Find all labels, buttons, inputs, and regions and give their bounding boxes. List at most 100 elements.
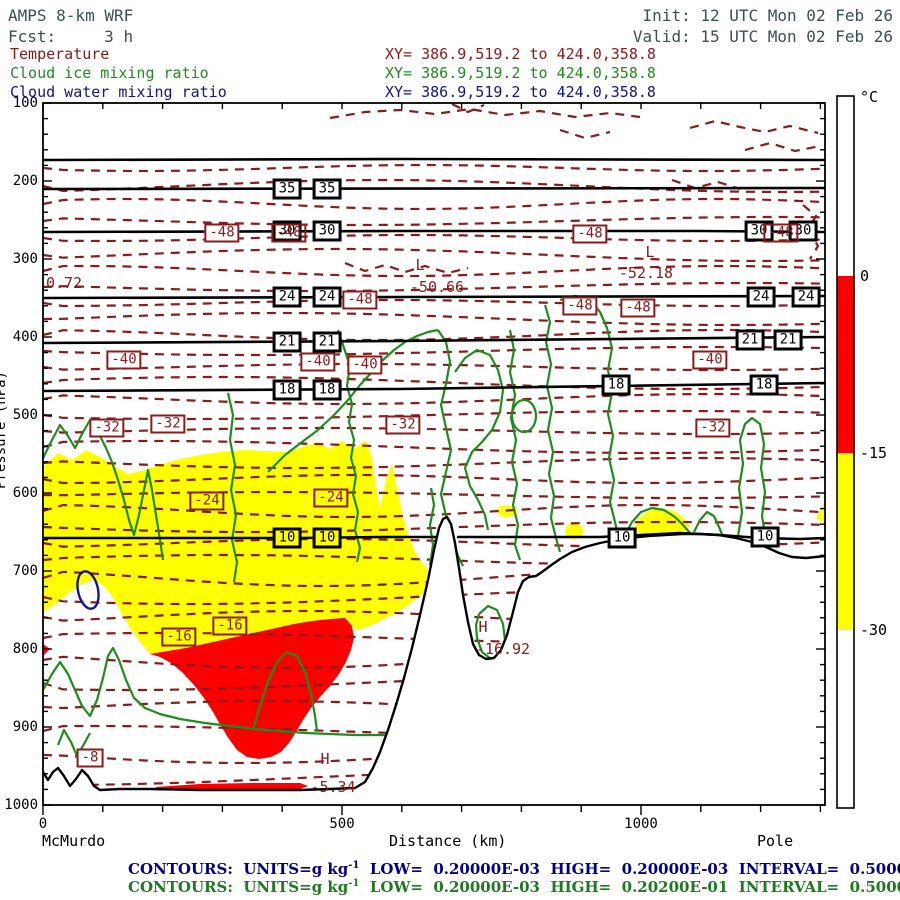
- y-tick-label: 900: [12, 719, 38, 735]
- wind-contour-label-box: 21: [272, 331, 302, 353]
- wind-contour-label-box: 24: [746, 286, 776, 308]
- colorbar-title: °C: [860, 88, 879, 106]
- temperature-contour-label-box: -16: [161, 627, 197, 647]
- temperature-contour-label-box: -24: [313, 488, 349, 508]
- terrain-mask: [43, 517, 825, 806]
- temperature-colorbar: [836, 95, 855, 809]
- temperature-contour-label-box: -32: [385, 415, 421, 435]
- fcst-value: 3 h: [104, 27, 134, 46]
- legend-cloud-ice-xy: XY= 386.9,519.2 to 424.0,358.8: [385, 64, 656, 82]
- temperature-contour-label-box: -24: [189, 491, 225, 511]
- wind-contour-label-box: 18: [272, 379, 302, 401]
- x-tick-label: 0: [38, 816, 48, 832]
- temperature-contour-label-box: -48: [620, 298, 656, 318]
- wind-contour-label-box: 18: [601, 374, 631, 396]
- contour-info-cloud-water: CONTOURS: UNITS=g kg-1 LOW= 0.20000E-03 …: [128, 860, 900, 878]
- temperature-contour-label-box: -48: [271, 223, 307, 243]
- temperature-contour-label-box: -40: [692, 350, 728, 370]
- temperature-contour-label-box: -48: [763, 223, 799, 243]
- x-endpoint-right: Pole: [757, 832, 794, 850]
- extrema-label: -16.92: [475, 640, 531, 658]
- temperature-contour-label-box: -32: [150, 414, 186, 434]
- temperature-contour-label-box: -48: [562, 296, 598, 316]
- wind-contour-label-box: 21: [773, 329, 803, 351]
- fcst-label: Fcst:: [8, 27, 57, 46]
- units-exponent: -1: [348, 878, 360, 889]
- temperature-contour-label-box: -40: [300, 352, 336, 372]
- temperature-contour-label-box: -40: [347, 355, 383, 375]
- y-tick-label: 800: [12, 641, 38, 657]
- y-tick-label: 400: [12, 329, 38, 345]
- init-time: Init: 12 UTC Mon 02 Feb 26: [642, 6, 893, 25]
- legend-cloud-ice: Cloud ice mixing ratio: [10, 64, 209, 82]
- extrema-label: H: [320, 750, 330, 768]
- interval-value: INTERVAL= 0.50000E-01: [738, 860, 900, 878]
- wind-contour-label-box: 24: [791, 286, 821, 308]
- wind-contour-label-box: 21: [735, 329, 765, 351]
- x-tick-label: 1000: [624, 816, 658, 832]
- extrema-label: 0.72: [45, 274, 83, 292]
- colorbar-tick-label: -30: [860, 621, 888, 639]
- x-tick-label: 500: [329, 816, 355, 832]
- temperature-contour-label-box: -16: [212, 616, 248, 636]
- extrema-label: -5.34: [310, 778, 356, 796]
- x-endpoint-left: McMurdo: [42, 832, 106, 850]
- temperature-contour-label-box: -48: [342, 290, 378, 310]
- colorbar-tick-label: 0: [860, 267, 870, 285]
- colorbar-tick-label: -15: [860, 444, 888, 462]
- high-value: HIGH= 0.20200E-01: [550, 878, 729, 896]
- legend-cloud-water: Cloud water mixing ratio: [10, 83, 227, 101]
- contour-info-cloud-ice: CONTOURS: UNITS=g kg-1 LOW= 0.20000E-03 …: [128, 878, 900, 896]
- wind-contour-label-box: 10: [272, 527, 302, 549]
- y-tick-label: 100: [12, 95, 38, 111]
- axes-frame: [42, 102, 826, 815]
- wind-contour-label-box: 24: [272, 286, 302, 308]
- wind-contour-label-box: 30: [788, 220, 818, 242]
- wind-contour-label-box: 30: [312, 220, 342, 242]
- temperature-contour-label-box: -32: [695, 418, 731, 438]
- legend-temperature: Temperature: [10, 45, 110, 63]
- temperature-contour-label-box: -48: [572, 224, 608, 244]
- extrema-label: -52.18: [618, 264, 674, 282]
- extrema-label: L: [415, 256, 425, 274]
- legend-temperature-xy: XY= 386.9,519.2 to 424.0,358.8: [385, 45, 656, 63]
- y-tick-label: 300: [12, 251, 38, 267]
- y-tick-label: 500: [12, 407, 38, 423]
- contours-label: CONTOURS:: [128, 860, 233, 878]
- wind-contour-label-box: 35: [272, 178, 302, 200]
- temperature-contour-label-box: -40: [106, 350, 142, 370]
- wind-contour-label-box: 35: [312, 178, 342, 200]
- cloud-water-contours: [76, 570, 100, 610]
- forecast-hour-label: Fcst: 3 h: [8, 27, 133, 46]
- x-axis-title: Distance (km): [389, 832, 507, 850]
- surface-warm-sliver: [155, 783, 308, 790]
- y-tick-label: 700: [12, 563, 38, 579]
- low-value: LOW= 0.20000E-03: [369, 878, 540, 896]
- y-tick-label: 1000: [4, 797, 38, 813]
- units-label: UNITS=g kg: [243, 860, 349, 878]
- extrema-label: H: [478, 618, 488, 636]
- wind-contour-label-box: 21: [312, 331, 342, 353]
- valid-time: Valid: 15 UTC Mon 02 Feb 26: [632, 27, 893, 46]
- wind-contour-label-box: 10: [607, 527, 637, 549]
- temperature-contour-label-box: -8: [76, 748, 104, 768]
- temperature-contour-label-box: -32: [89, 418, 125, 438]
- wind-contour-label-box: 10: [750, 526, 780, 548]
- interval-value: INTERVAL= 0.50000E-02: [738, 878, 900, 896]
- low-value: LOW= 0.20000E-03: [369, 860, 540, 878]
- wind-contour-label-box: 10: [312, 527, 342, 549]
- wind-contour-label-box: 30: [744, 220, 774, 242]
- temperature-contour-label-box: -48: [204, 223, 240, 243]
- wind-contour-label-box: 18: [749, 374, 779, 396]
- contours-label: CONTOURS:: [128, 878, 233, 896]
- units-label: UNITS=g kg: [243, 878, 349, 896]
- wind-contour-label-box: 24: [312, 286, 342, 308]
- extrema-label: L: [645, 243, 655, 261]
- extrema-label: -50.66: [409, 278, 465, 296]
- units-exponent: -1: [348, 860, 360, 871]
- y-tick-label: 600: [12, 485, 38, 501]
- y-tick-label: 200: [12, 173, 38, 189]
- model-title: AMPS 8-km WRF: [8, 6, 134, 25]
